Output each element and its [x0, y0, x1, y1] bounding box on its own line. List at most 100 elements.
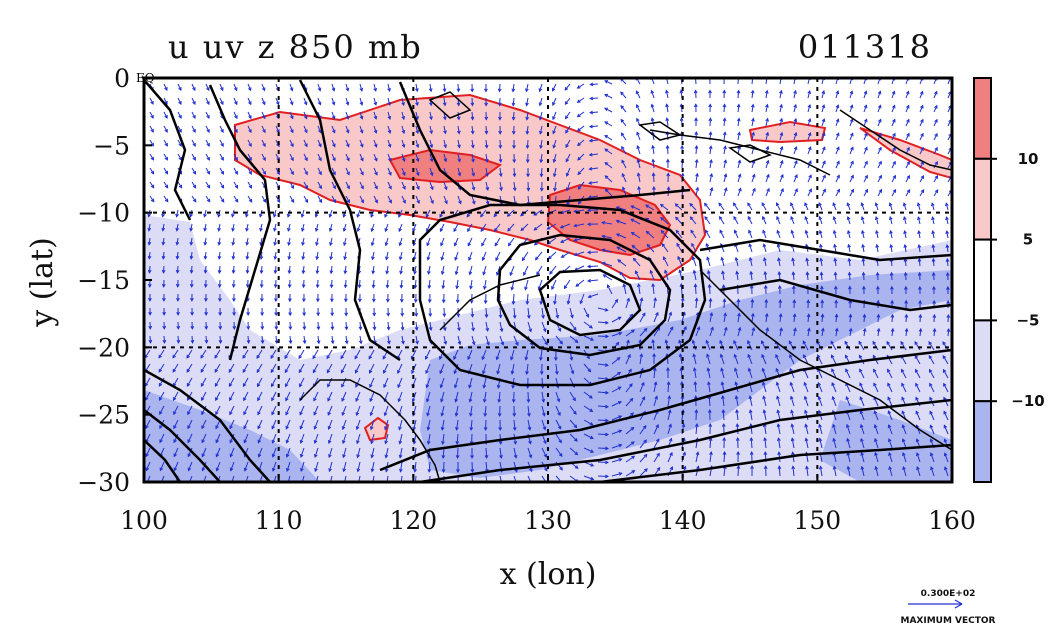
wind-vector: [943, 383, 949, 393]
wind-vector-head: [192, 115, 196, 120]
wind-vector: [569, 405, 577, 415]
wind-vector-head: [428, 313, 433, 318]
wind-vector: [873, 369, 879, 379]
wind-vector-head: [576, 128, 581, 132]
wind-vector: [930, 452, 935, 463]
wind-vector-head: [257, 439, 262, 444]
wind-vector-head: [803, 381, 808, 386]
wind-vector: [385, 447, 389, 458]
wind-vector-head: [707, 381, 711, 386]
wind-vector-head: [220, 157, 224, 161]
wind-vector: [247, 125, 252, 133]
wind-vector: [300, 461, 305, 472]
wind-vector-head: [779, 159, 784, 164]
wind-vector-head: [484, 144, 489, 149]
x-tick-label: 120: [389, 506, 437, 535]
wind-vector-head: [694, 297, 699, 302]
wind-vector: [229, 405, 235, 415]
wind-vector-head: [511, 88, 516, 93]
wind-vector-head: [248, 184, 253, 189]
wind-vector: [191, 111, 196, 119]
wind-vector-head: [329, 256, 333, 261]
wind-vector-head: [175, 241, 180, 246]
wind-vector: [779, 160, 784, 169]
wind-vector-head: [401, 144, 406, 149]
wind-vector-head: [190, 325, 195, 330]
wind-vector: [863, 175, 868, 183]
wind-vector: [639, 312, 646, 323]
wind-vector: [679, 270, 683, 281]
wind-vector-head: [750, 465, 754, 469]
wind-vector-head: [752, 187, 756, 192]
wind-vector: [148, 223, 151, 231]
wind-vector-head: [150, 170, 155, 175]
wind-vector: [507, 223, 515, 232]
wind-vector-head: [945, 271, 950, 276]
wind-vector-head: [906, 146, 910, 151]
wind-vector: [541, 391, 545, 402]
wind-vector-head: [723, 326, 728, 331]
wind-vector: [901, 369, 907, 379]
wind-vector: [553, 167, 557, 177]
wind-vector-head: [271, 411, 275, 416]
wind-vector: [499, 181, 502, 191]
wind-vector-head: [327, 383, 331, 388]
wind-vector-head: [387, 143, 392, 148]
wind-vector: [527, 447, 532, 458]
wind-vector-head: [262, 115, 266, 120]
wind-vector: [331, 321, 334, 330]
wind-vector-head: [427, 285, 432, 290]
wind-vector-head: [695, 186, 700, 191]
wind-vector-head: [234, 101, 238, 106]
wind-vector: [904, 244, 907, 253]
wind-vector: [442, 447, 445, 459]
wind-vector: [215, 419, 221, 429]
wind-vector-head: [904, 285, 908, 290]
wind-vector: [891, 189, 897, 197]
wind-vector-head: [387, 129, 392, 134]
wind-vector-head: [289, 101, 294, 106]
wind-vector-head: [720, 256, 725, 261]
reference-vector: 0.300E+02 MAXIMUM VECTOR: [900, 589, 995, 626]
wind-vector-head: [637, 283, 641, 288]
wind-vector-head: [360, 199, 364, 204]
wind-vector: [849, 119, 853, 127]
wind-vector: [611, 415, 622, 421]
wind-vector-head: [836, 146, 840, 151]
wind-vector-head: [218, 298, 222, 302]
wind-vector: [229, 377, 235, 387]
wind-vector-head: [651, 339, 656, 344]
wind-vector-head: [374, 185, 378, 190]
wind-vector: [510, 349, 515, 360]
wind-vector-head: [232, 312, 236, 317]
wind-vector-head: [206, 143, 210, 147]
wind-vector-head: [748, 256, 753, 261]
wind-vector: [567, 293, 571, 304]
wind-vector-head: [750, 89, 755, 94]
wind-vector-head: [903, 229, 907, 235]
wind-vector: [303, 97, 307, 105]
wind-vector-head: [497, 88, 502, 93]
wind-vector: [149, 181, 155, 188]
wind-vector-head: [312, 369, 317, 374]
wind-vector: [849, 91, 853, 99]
wind-vector-head: [203, 269, 208, 274]
wind-vector-head: [917, 230, 921, 235]
wind-vector: [548, 251, 557, 260]
wind-vector-head: [931, 243, 936, 248]
wind-vector: [272, 447, 277, 457]
wind-vector-head: [692, 353, 697, 358]
wind-vector: [176, 209, 179, 217]
wind-vector-head: [371, 256, 375, 261]
wind-vector-head: [373, 143, 378, 148]
wind-vector: [583, 307, 589, 318]
wind-vector: [735, 257, 739, 267]
wind-vector-head: [618, 331, 623, 336]
wind-vector: [636, 132, 641, 141]
wind-vector-head: [368, 355, 373, 360]
wind-vector-head: [892, 132, 896, 137]
wind-vector-head: [398, 426, 402, 431]
wind-vector: [359, 111, 363, 119]
wind-vector-head: [345, 87, 350, 92]
wind-vector-head: [915, 438, 920, 443]
